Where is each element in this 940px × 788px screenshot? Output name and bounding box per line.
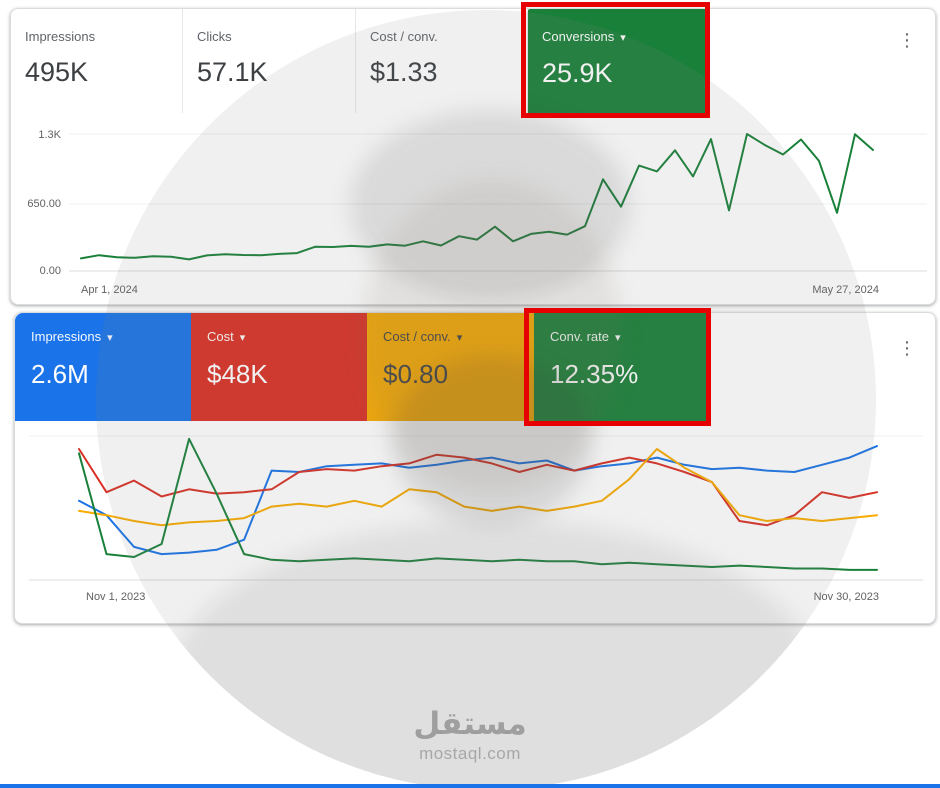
metric-label-text: Impressions <box>31 329 102 344</box>
metric-label-text: Conv. rate <box>550 329 610 344</box>
bottom-dashboard-card: Impressions ▾ 2.6M Cost ▾ $48K Cost / conv… <box>14 312 936 624</box>
x-axis-label-end: Nov 30, 2023 <box>813 591 879 603</box>
multi-metric-line-chart <box>29 435 923 581</box>
metric-tile-cost[interactable]: Cost ▾ $48K <box>191 313 367 421</box>
metric-value: 57.1K <box>197 57 268 87</box>
metric-card-clicks[interactable]: Clicks 57.1K <box>183 9 356 113</box>
chevron-down-icon[interactable]: ▾ <box>456 332 463 344</box>
top-dashboard-card: Impressions 495K Clicks 57.1K Cost / con… <box>10 8 936 305</box>
metric-label-text: Conversions <box>542 29 615 44</box>
metric-label: Conversions ▾ <box>542 29 705 46</box>
y-axis-tick: 1.3K <box>38 129 61 141</box>
series-cost <box>78 448 878 527</box>
metric-label: Impressions ▾ <box>31 329 191 346</box>
metric-label: Clicks <box>197 29 232 44</box>
watermark-domain-text: mostaql.com <box>419 744 521 763</box>
chevron-down-icon[interactable]: ▾ <box>615 332 621 344</box>
metric-value: 495K <box>25 57 89 87</box>
metric-tile-impressions[interactable]: Impressions ▾ 2.6M <box>15 313 191 421</box>
x-axis-label-start: Nov 1, 2023 <box>86 591 146 603</box>
metric-label: Impressions <box>25 29 96 44</box>
series-conversions <box>80 133 874 261</box>
footer-accent-bar <box>0 784 940 788</box>
metric-tile-conv-rate-selected[interactable]: Conv. rate ▾ 12.35% <box>534 313 706 421</box>
metric-card-impressions[interactable]: Impressions 495K <box>11 9 183 113</box>
watermark-arabic-text: مستقل <box>413 706 527 741</box>
metric-value: 12.35% <box>550 359 639 389</box>
chevron-down-icon[interactable]: ▾ <box>107 332 113 344</box>
chevron-down-icon[interactable]: ▾ <box>239 332 246 344</box>
metric-label: Cost / conv. ▾ <box>383 329 534 346</box>
metric-label: Conv. rate ▾ <box>550 329 706 346</box>
metric-label-text: Cost <box>207 329 234 344</box>
y-axis-tick: 0.00 <box>39 265 61 277</box>
metric-label: Cost ▾ <box>207 329 367 346</box>
conversions-line-chart <box>69 133 927 272</box>
overflow-menu-button[interactable]: ⋮ <box>898 338 916 358</box>
metric-value: 2.6M <box>31 359 89 389</box>
metric-card-conversions-selected[interactable]: Conversions ▾ 25.9K <box>528 9 705 113</box>
metric-value: $0.80 <box>383 359 449 389</box>
x-axis-label-end: May 27, 2024 <box>812 284 879 296</box>
metric-label: Cost / conv. <box>370 29 438 44</box>
series-impressions <box>78 445 878 556</box>
metric-value: $1.33 <box>370 57 438 87</box>
metric-tile-cost-per-conv[interactable]: Cost / conv. ▾ $0.80 <box>367 313 534 421</box>
metric-card-cost-per-conv[interactable]: Cost / conv. $1.33 <box>356 9 528 113</box>
metric-label-text: Cost / conv. <box>383 329 451 344</box>
x-axis-label-start: Apr 1, 2024 <box>81 284 138 296</box>
y-axis-tick: 650.00 <box>27 198 61 210</box>
series-cost-conv- <box>78 448 878 527</box>
watermark: مستقل mostaql.com <box>0 706 940 764</box>
overflow-menu-button[interactable]: ⋮ <box>898 30 916 50</box>
metric-value: $48K <box>207 359 268 389</box>
series-conv-rate <box>78 437 878 571</box>
chevron-down-icon[interactable]: ▾ <box>620 32 626 44</box>
metric-value: 25.9K <box>542 58 613 88</box>
